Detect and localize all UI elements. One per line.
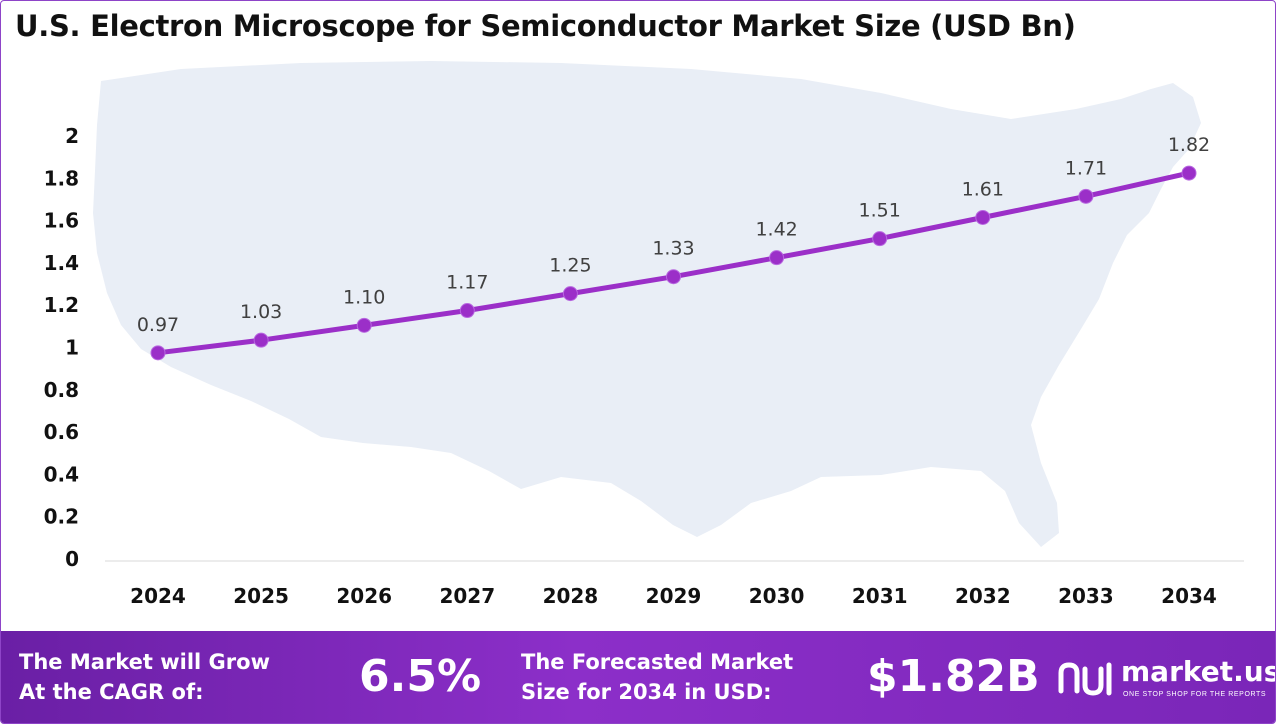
y-tick-label: 1.8 <box>44 166 79 190</box>
y-tick-label: 0 <box>65 547 79 571</box>
x-tick-label: 2027 <box>439 584 495 608</box>
y-tick-label: 0.6 <box>44 420 79 444</box>
y-tick-label: 1.4 <box>44 251 79 275</box>
forecast-label: The Forecasted Market Size for 2034 in U… <box>521 647 793 707</box>
x-tick-label: 2034 <box>1161 584 1217 608</box>
x-tick-label: 2025 <box>233 584 289 608</box>
forecast-label-line1: The Forecasted Market <box>521 650 794 674</box>
y-axis: 0 0.2 0.4 0.6 0.8 1 1.2 1.4 1.6 1.8 2 <box>44 124 79 571</box>
cagr-label-line2: At the CAGR of: <box>19 680 204 704</box>
data-point <box>1181 165 1197 181</box>
data-point <box>356 317 372 333</box>
data-label: 1.25 <box>549 255 591 277</box>
forecast-value: $1.82B <box>867 651 1040 702</box>
data-point <box>562 286 578 302</box>
cagr-value: 6.5% <box>359 651 482 702</box>
data-point <box>150 345 166 361</box>
data-label: 1.03 <box>240 301 282 323</box>
x-tick-label: 2029 <box>646 584 702 608</box>
market-us-logo: market.us ONE STOP SHOP FOR THE REPORTS <box>1057 655 1276 705</box>
data-point <box>872 231 888 247</box>
y-tick-label: 2 <box>65 124 79 148</box>
data-label: 1.51 <box>859 200 901 222</box>
data-point <box>975 209 991 225</box>
y-tick-label: 1.6 <box>44 209 79 233</box>
data-label: 1.61 <box>962 178 1004 200</box>
data-label: 1.42 <box>755 219 797 241</box>
data-label: 1.82 <box>1168 134 1210 156</box>
y-tick-label: 1 <box>65 336 79 360</box>
cagr-label: The Market will Grow At the CAGR of: <box>19 647 270 707</box>
data-point <box>459 303 475 319</box>
data-point <box>769 250 785 266</box>
y-tick-label: 0.4 <box>44 462 79 486</box>
y-tick-label: 1.2 <box>44 293 79 317</box>
x-tick-label: 2024 <box>130 584 186 608</box>
footer-banner: The Market will Grow At the CAGR of: 6.5… <box>1 631 1276 723</box>
data-points <box>150 165 1197 361</box>
cagr-label-line1: The Market will Grow <box>19 650 270 674</box>
x-tick-label: 2033 <box>1058 584 1114 608</box>
data-label: 1.17 <box>446 272 488 294</box>
data-point <box>253 332 269 348</box>
data-point <box>1078 188 1094 204</box>
data-label: 0.97 <box>137 314 179 336</box>
brand-tagline: ONE STOP SHOP FOR THE REPORTS <box>1123 691 1267 698</box>
chart-title: U.S. Electron Microscope for Semiconduct… <box>15 9 1076 43</box>
data-label: 1.10 <box>343 286 385 308</box>
x-tick-label: 2032 <box>955 584 1011 608</box>
line-chart: 00.20.40.60.811.21.41.61.82 2024 2025 2026… <box>44 61 1244 608</box>
x-tick-label: 2031 <box>852 584 908 608</box>
x-tick-label: 2028 <box>543 584 599 608</box>
data-label: 1.33 <box>652 238 694 260</box>
x-tick-label: 2026 <box>336 584 392 608</box>
data-point <box>666 269 681 285</box>
x-axis: 2024 2025 2026 2027 2028 2029 2030 2031 2032 2033… <box>130 584 1217 608</box>
data-label: 1.71 <box>1065 157 1107 179</box>
y-tick-label: 0.8 <box>44 378 79 402</box>
y-tick-label: 0.2 <box>44 505 79 529</box>
brand-name: market.us <box>1121 655 1276 688</box>
data-labels: 0.97 1.03 1.10 1.17 1.25 1.33 1.42 1.51 1.61 1.71… <box>137 134 1210 336</box>
us-map-silhouette <box>93 61 1201 547</box>
forecast-label-line2: Size for 2034 in USD: <box>521 680 772 704</box>
x-tick-label: 2030 <box>749 584 805 608</box>
market-us-logo-icon <box>1058 662 1112 696</box>
